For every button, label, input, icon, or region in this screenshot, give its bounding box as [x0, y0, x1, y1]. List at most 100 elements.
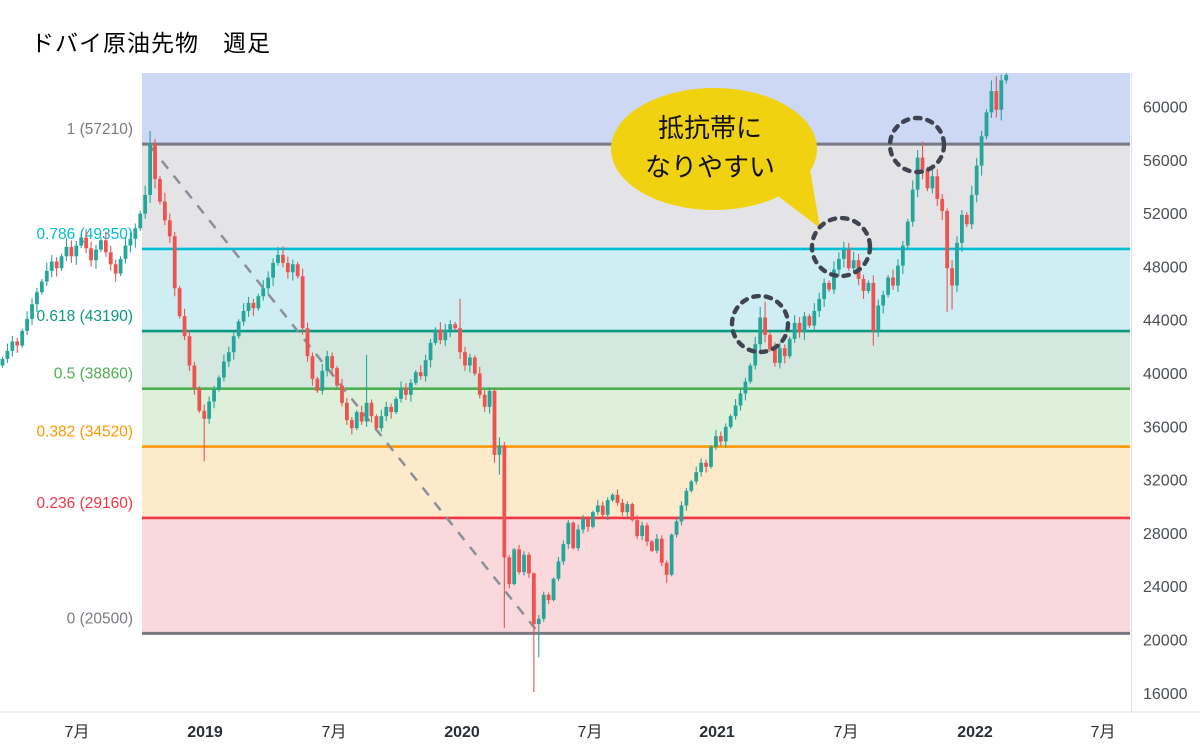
candle-body	[837, 258, 841, 270]
candle-body	[536, 618, 541, 625]
candle-body	[305, 328, 310, 357]
candle-body	[133, 228, 138, 239]
y-axis-tick-label: 36000	[1143, 419, 1188, 436]
candle-body	[979, 136, 984, 166]
candle-body	[974, 165, 979, 195]
candle-body	[59, 256, 64, 269]
candle-body	[615, 494, 620, 503]
candle-body	[84, 237, 89, 249]
candle-body	[763, 317, 767, 335]
candle-body	[654, 538, 659, 551]
candle-body	[359, 412, 364, 422]
candle-body	[748, 365, 753, 382]
candle-body	[650, 541, 654, 551]
candle-body	[256, 296, 261, 309]
candle-body	[517, 549, 521, 573]
fib-band	[142, 388, 1130, 447]
candle-body	[777, 348, 782, 363]
y-axis-tick-label: 20000	[1143, 633, 1188, 650]
y-axis-tick-label: 56000	[1143, 153, 1188, 170]
candle-body	[669, 534, 674, 575]
candle-body	[512, 549, 517, 585]
candle-body	[212, 389, 216, 402]
highlight-circle	[809, 215, 873, 279]
candle-body	[487, 390, 492, 407]
candle-body	[787, 338, 792, 357]
candle-body	[753, 344, 758, 366]
x-axis-tick-label: 7月	[834, 724, 859, 741]
candle-body	[345, 402, 349, 421]
candle-body	[477, 373, 482, 395]
candle-body	[79, 237, 84, 246]
candle-body	[876, 305, 881, 331]
fib-level-label: 0.382 (34520)	[36, 424, 133, 441]
candle-body	[920, 157, 925, 170]
candle-body	[94, 249, 98, 261]
candle-body	[182, 316, 187, 337]
fib-band	[142, 331, 1130, 389]
candle-body	[940, 198, 945, 211]
candle-body	[586, 518, 590, 527]
candle-body	[591, 512, 595, 527]
candle-body	[246, 302, 251, 311]
candle-body	[266, 277, 271, 289]
y-axis-tick-label: 16000	[1143, 686, 1188, 703]
fib-level-label: 0.786 (49350)	[36, 226, 133, 243]
candle-body	[153, 144, 157, 179]
fib-labels-layer: 1 (57210) 0.786 (49350) 0.618 (43190) 0.5 (…	[36, 121, 133, 627]
candle-body	[807, 316, 812, 326]
candle-body	[704, 462, 708, 467]
fib-level-label: 0.618 (43190)	[36, 308, 133, 325]
candle-body	[822, 282, 827, 299]
candle-body	[231, 336, 236, 353]
candle-body	[689, 481, 694, 491]
candle-body	[49, 261, 54, 271]
candle-body	[162, 201, 167, 221]
candle-body	[364, 402, 369, 422]
candle-body	[527, 554, 531, 574]
candle-body	[714, 436, 718, 447]
candle-body	[625, 504, 630, 513]
candle-body	[5, 350, 10, 359]
candle-body	[374, 416, 379, 429]
candle-body	[886, 277, 890, 295]
candle-body	[413, 372, 418, 383]
candle-body	[261, 288, 266, 297]
candle-body	[118, 258, 123, 274]
candle-body	[497, 445, 502, 455]
speech-bubble-text: 抵抗帯に	[658, 113, 762, 143]
candle-body	[664, 562, 669, 575]
x-axis-tick-label: 2020	[444, 724, 480, 741]
candle-body	[158, 178, 162, 202]
candle-body	[576, 529, 581, 549]
candle-body	[674, 521, 679, 535]
candle-body	[566, 522, 571, 545]
y-axis-tick-label: 32000	[1143, 473, 1188, 490]
candle-body	[187, 336, 192, 366]
candle-body	[782, 348, 787, 357]
highlight-circles	[729, 115, 947, 355]
candle-body	[502, 445, 507, 558]
candle-body	[561, 544, 566, 562]
candle-body	[423, 360, 428, 377]
x-axis-tick-label: 7月	[1091, 724, 1116, 741]
candle-body	[620, 502, 625, 513]
candle-body	[202, 410, 207, 419]
candle-body	[994, 91, 999, 110]
candle-body	[905, 221, 910, 246]
candle-body	[0, 358, 5, 366]
candle-body	[335, 368, 339, 386]
candle-body	[448, 324, 453, 330]
candle-body	[659, 538, 664, 563]
candle-body	[969, 194, 974, 225]
fib-level-label: 0.236 (29160)	[36, 495, 133, 512]
candle-body	[226, 352, 231, 362]
candle-body	[222, 361, 226, 378]
candle-body	[610, 494, 615, 501]
candle-body	[989, 91, 994, 113]
candle-body	[394, 398, 398, 413]
candle-body	[271, 262, 275, 278]
candle-body	[851, 260, 856, 269]
